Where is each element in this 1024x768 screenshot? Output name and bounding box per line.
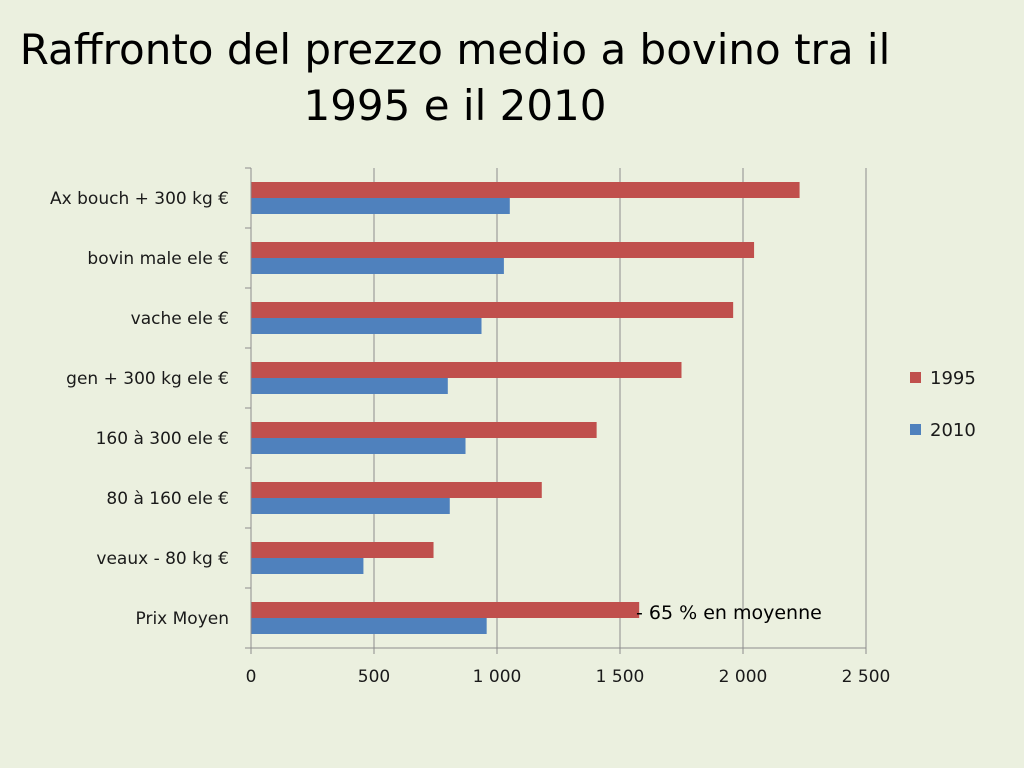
category-label: 80 à 160 ele € <box>106 489 229 509</box>
bar-2010-5 <box>251 498 450 514</box>
title-line-2: 1995 e il 2010 <box>303 81 607 130</box>
bar-1995-6 <box>251 542 434 558</box>
x-tick-label: 2 000 <box>719 667 768 687</box>
category-label: gen + 300 kg ele € <box>66 369 229 389</box>
title-line-1: Raffronto del prezzo medio a bovino tra … <box>19 25 891 74</box>
bar-2010-4 <box>251 438 466 454</box>
bar-1995-3 <box>251 362 682 378</box>
category-label: veaux - 80 kg € <box>96 549 229 569</box>
category-label: vache ele € <box>131 309 229 329</box>
average-change-annotation: - 65 % en moyenne <box>636 602 822 624</box>
legend: 1995 2010 <box>910 368 976 441</box>
legend-swatch-2010 <box>910 424 921 435</box>
gridlines <box>373 168 867 648</box>
bar-1995-5 <box>251 482 542 498</box>
bar-2010-2 <box>251 318 482 334</box>
bar-1995-7 <box>251 602 640 618</box>
x-tick-label: 1 000 <box>473 667 522 687</box>
bar-2010-6 <box>251 558 364 574</box>
category-label: bovin male ele € <box>87 249 229 269</box>
x-tick-label: 1 500 <box>596 667 645 687</box>
category-label: Prix Moyen <box>136 609 230 629</box>
x-tick-label: 500 <box>358 667 390 687</box>
bar-2010-0 <box>251 198 510 214</box>
bars <box>251 182 800 634</box>
bar-2010-7 <box>251 618 487 634</box>
legend-label-1995: 1995 <box>930 368 976 389</box>
axes: 0 500 1 000 1 500 2 000 2 500 Ax bouch + 300 k… <box>50 167 891 687</box>
category-label: Ax bouch + 300 kg € <box>50 189 229 209</box>
x-tick-label: 2 500 <box>842 667 891 687</box>
bar-1995-0 <box>251 182 800 198</box>
legend-label-2010: 2010 <box>930 420 976 441</box>
bar-2010-1 <box>251 258 504 274</box>
category-label: 160 à 300 ele € <box>96 429 229 449</box>
slide-title: Raffronto del prezzo medio a bovino tra … <box>0 22 910 134</box>
bar-2010-3 <box>251 378 448 394</box>
bar-1995-1 <box>251 242 755 258</box>
x-tick-label: 0 <box>246 667 257 687</box>
legend-swatch-1995 <box>910 372 921 383</box>
bar-1995-2 <box>251 302 734 318</box>
bar-1995-4 <box>251 422 597 438</box>
